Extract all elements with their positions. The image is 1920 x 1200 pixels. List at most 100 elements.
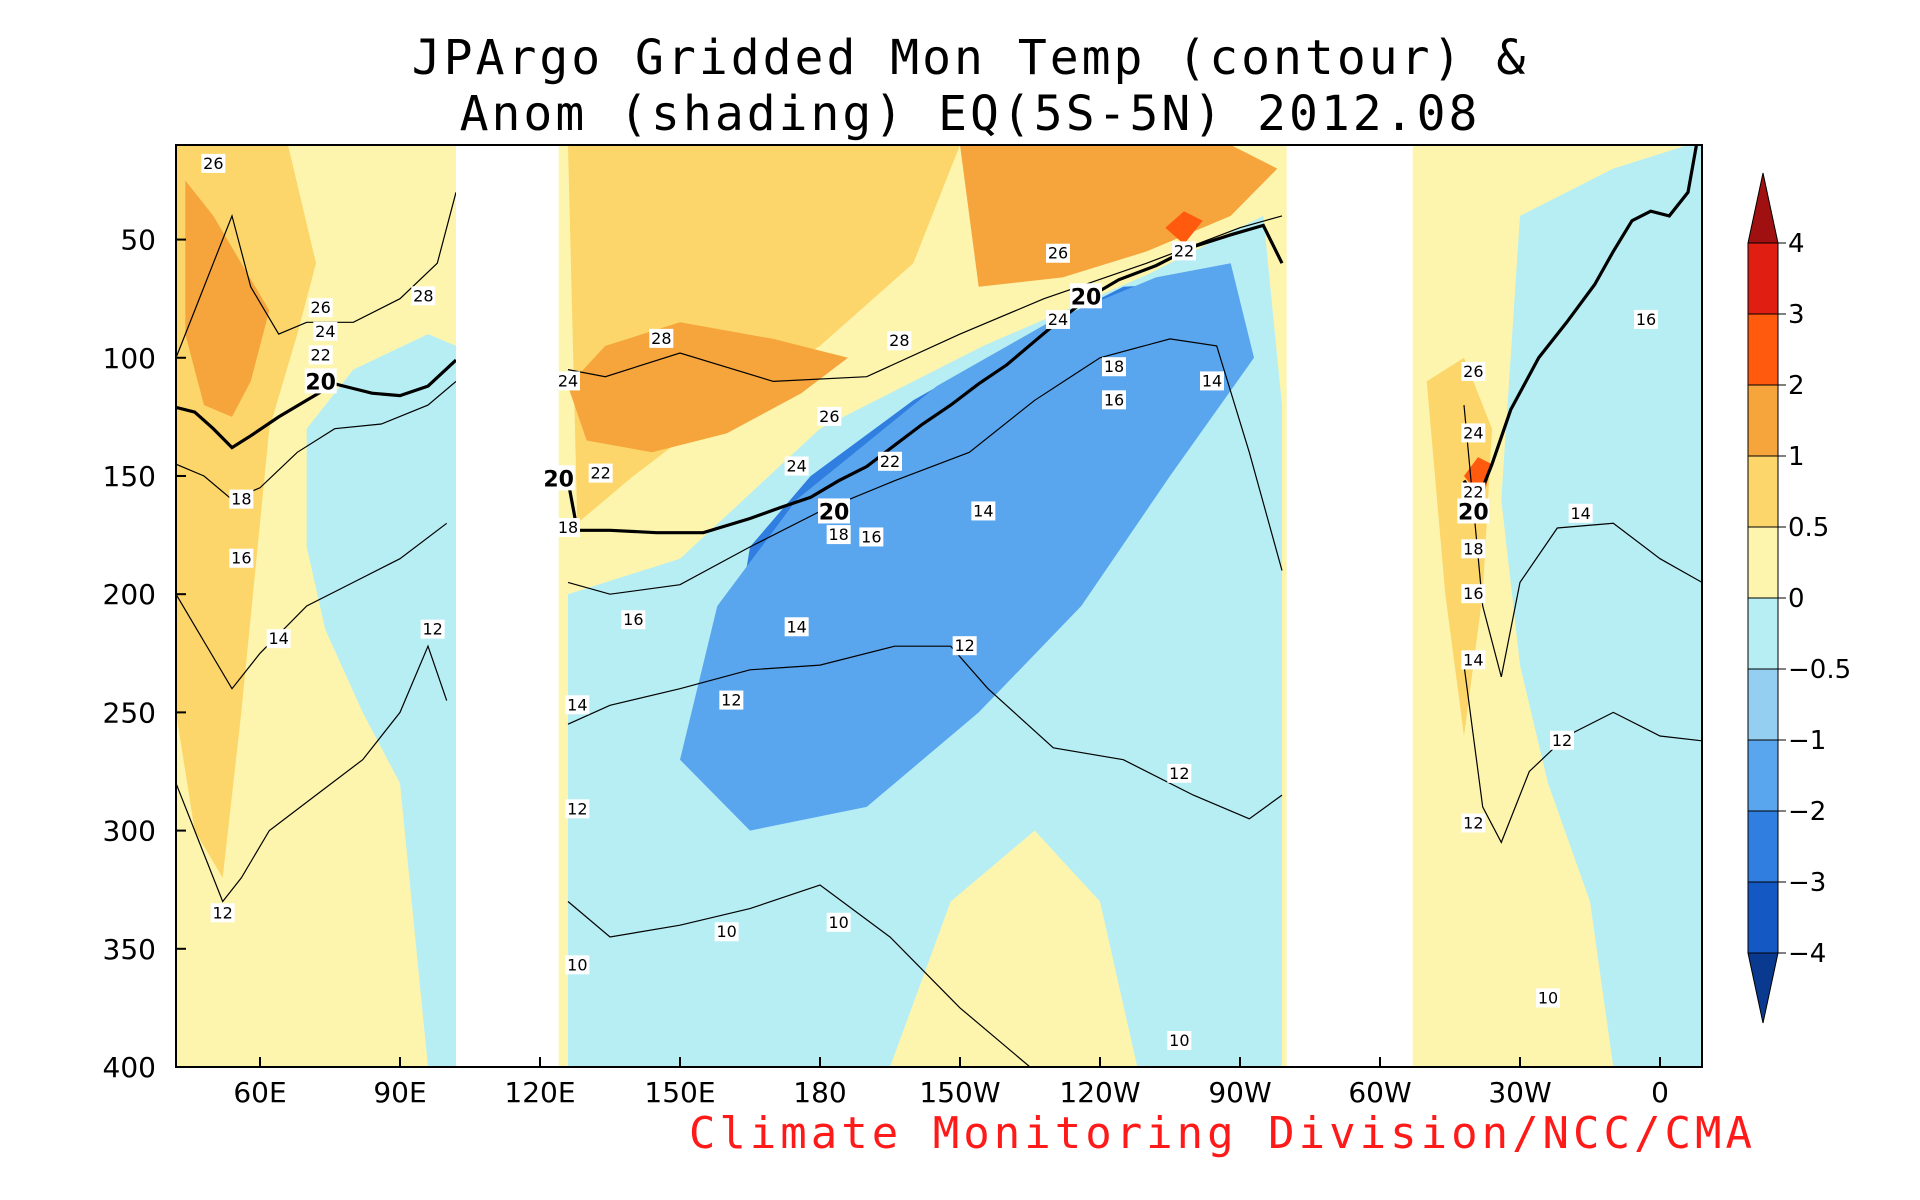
contour-label-text: 10 [1169, 1031, 1189, 1050]
no-data-gap [456, 145, 559, 1067]
contour-label: 12 [210, 903, 235, 923]
isotherm-20-label-text: 20 [1071, 285, 1102, 310]
contour-label: 14 [565, 695, 590, 715]
contour-label: 26 [1046, 243, 1070, 263]
contour-label-text: 14 [1463, 650, 1483, 669]
isotherm-20-label-text: 20 [819, 500, 850, 525]
y-axis: 50 100 150 200 250 300 350 400 [103, 224, 186, 1084]
isotherm-20-label-bg [818, 498, 850, 524]
contour-label-text: 12 [422, 620, 442, 639]
contour-label: 26 [1461, 361, 1486, 381]
contour-label-bg [556, 517, 580, 537]
contour-label-text: 28 [889, 331, 909, 350]
contour-label-bg [1046, 309, 1070, 329]
contour-label: 14 [784, 617, 809, 637]
contour-label-text: 14 [567, 695, 587, 714]
contour-label-bg [1200, 371, 1224, 391]
contour-label-bg [1461, 482, 1486, 502]
contour-label-bg [420, 619, 445, 639]
colorbar-tick-label: −0.5 [1788, 655, 1851, 685]
y-tick-label: 350 [103, 933, 156, 966]
contour-label: 12 [1167, 763, 1192, 783]
x-tick-label: 120E [504, 1076, 575, 1109]
anomaly-region [185, 180, 270, 417]
contour-label-text: 22 [590, 464, 610, 483]
contour-label-bg [1536, 988, 1560, 1008]
contour-label-bg [1046, 243, 1070, 263]
contour-label-text: 14 [268, 629, 288, 648]
contour-label-bg [1172, 241, 1196, 261]
colorbar-tick-label: 4 [1788, 229, 1805, 259]
colorbar-bin [1747, 597, 1779, 670]
anomaly-shading-layer [176, 145, 1702, 1067]
colorbar-tick-label: 2 [1788, 371, 1805, 401]
isotherm-20-line [1462, 145, 1699, 503]
contour-label-text: 18 [828, 525, 848, 544]
contour-label-text: 12 [1463, 813, 1483, 832]
contour-label: 16 [1461, 584, 1486, 604]
contour-label-bg [588, 463, 613, 483]
isotherm-20-line [176, 358, 458, 450]
contour-label: 14 [266, 629, 291, 649]
contour-label-bg [565, 695, 590, 715]
y-tick-label: 400 [103, 1051, 156, 1084]
contour-label-text: 22 [310, 345, 330, 364]
contour-label-text: 12 [1552, 731, 1572, 750]
isotherm-20-label: 20 [304, 368, 337, 395]
contour-label: 12 [952, 636, 977, 656]
contour-label: 18 [1461, 539, 1486, 559]
colorbar-tick-label: 0 [1788, 584, 1805, 614]
contour-label: 16 [1102, 390, 1126, 410]
x-tick-label: 150E [644, 1076, 715, 1109]
contour-label-text: 12 [567, 799, 587, 818]
isotherm-20-label-bg [304, 368, 337, 394]
isotherm-20-label-bg [1070, 283, 1102, 309]
isotherm-line [176, 644, 448, 903]
contour-label-bg [1167, 1030, 1192, 1050]
contour-label-bg [859, 527, 884, 547]
contour-label: 24 [1046, 309, 1070, 329]
isotherm-20-label: 20 [1457, 498, 1490, 525]
contour-label-text: 12 [1169, 764, 1189, 783]
isotherm-20-label-text: 20 [543, 467, 574, 492]
isotherm-20-line [566, 223, 1284, 535]
isotherm-20-label: 20 [542, 465, 575, 492]
x-axis: 60E 90E 120E 150E 180 150W 120W 90W 60W 30W 0 [233, 1057, 1669, 1109]
contour-label-text: 24 [1463, 423, 1483, 442]
contour-label-text: 26 [203, 154, 223, 173]
contour-label: 10 [1536, 988, 1560, 1008]
colorbar-tick-label: −2 [1788, 797, 1826, 827]
contour-label: 16 [859, 527, 884, 547]
contour-label-bg [1167, 763, 1192, 783]
x-tick-label: 30W [1488, 1076, 1551, 1109]
contour-label: 14 [1568, 503, 1593, 523]
contour-label: 12 [420, 619, 445, 639]
contour-label-bg [565, 955, 590, 975]
contour-label: 26 [308, 298, 333, 318]
contour-label: 22 [588, 463, 613, 483]
colorbar-tick-label: 3 [1788, 300, 1805, 330]
colorbar-bin [1747, 526, 1779, 599]
contour-label-bg [649, 328, 674, 348]
contour-label-bg [1461, 813, 1486, 833]
contour-label: 14 [1200, 371, 1224, 391]
contour-label-text: 16 [623, 610, 643, 629]
no-data-gap [1286, 145, 1413, 1067]
contour-label: 14 [971, 501, 996, 521]
contour-label: 28 [649, 328, 674, 348]
contour-label: 12 [1461, 813, 1486, 833]
contour-label-text: 28 [651, 329, 671, 348]
contour-label-text: 10 [567, 955, 587, 974]
isotherm-line [1463, 405, 1702, 678]
x-tick-label: 120W [1059, 1076, 1140, 1109]
anomaly-region-positive-bg [1426, 357, 1492, 736]
chart-title-line-2: Anom (shading) EQ(5S-5N) 2012.08 [460, 86, 1481, 142]
contour-label-bg [952, 636, 977, 656]
contour-label-layer: 26 18 16 14 12 26 24 22 28 12 24 22 18 16 14 12 10 28 26 24… [201, 153, 1658, 1050]
colorbar-tick-label: 1 [1788, 442, 1805, 472]
contour-label: 16 [1634, 309, 1658, 329]
colorbar-bin [1747, 384, 1779, 457]
colorbar-tick-label: 0.5 [1788, 513, 1829, 543]
contour-label-text: 10 [1538, 988, 1558, 1007]
